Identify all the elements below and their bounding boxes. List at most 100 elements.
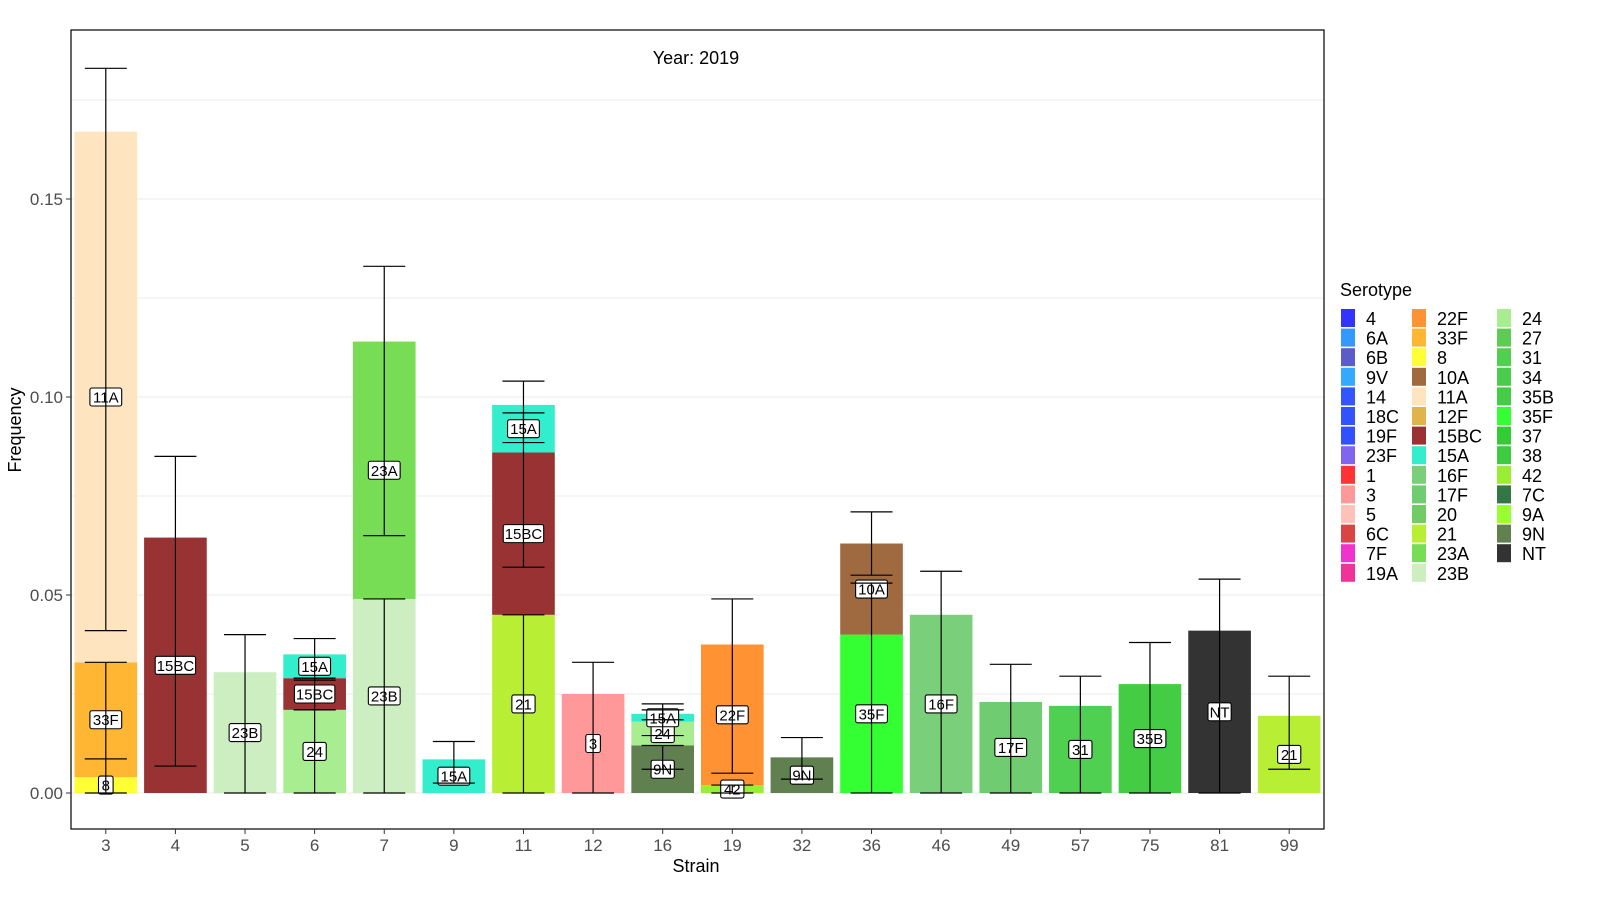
legend-label: 7F	[1366, 544, 1387, 564]
legend-swatch	[1341, 465, 1355, 484]
legend-label: 15BC	[1437, 427, 1482, 447]
legend-item: 9A	[1497, 505, 1544, 525]
legend-swatch	[1341, 309, 1355, 327]
legend-swatch	[1412, 426, 1426, 445]
legend-label: 23F	[1366, 446, 1397, 466]
legend-swatch	[1497, 446, 1511, 465]
legend-item: 6B	[1341, 348, 1388, 368]
legend-label: 15A	[1437, 446, 1469, 466]
legend-item: 8	[1412, 348, 1447, 368]
x-tick-label: 12	[584, 836, 603, 855]
x-tick-label: 16	[653, 836, 672, 855]
legend-item: 18C	[1341, 407, 1399, 427]
legend-label: 10A	[1437, 368, 1469, 388]
legend-item: 15BC	[1412, 426, 1482, 447]
legend-label: 11A	[1437, 387, 1468, 407]
legend-item: 7C	[1497, 485, 1545, 505]
legend-swatch	[1341, 544, 1355, 563]
legend-item: 20	[1412, 505, 1457, 525]
legend-swatch	[1341, 328, 1355, 347]
legend-label: 9A	[1522, 505, 1544, 525]
legend-swatch	[1341, 387, 1355, 406]
legend-item: 21	[1412, 524, 1457, 545]
legend-item: 16F	[1412, 465, 1468, 486]
legend-swatch	[1341, 446, 1355, 465]
legend-item: 42	[1497, 465, 1542, 486]
legend-label: 35B	[1522, 387, 1554, 407]
legend-label: 9N	[1522, 525, 1545, 545]
legend-item: 9V	[1341, 367, 1388, 388]
y-tick-label: 0.00	[30, 784, 63, 803]
legend-label: 24	[1522, 309, 1542, 329]
x-tick-label: 57	[1071, 836, 1090, 855]
legend-swatch	[1497, 348, 1511, 367]
legend-label: 22F	[1437, 309, 1468, 329]
legend-item: 31	[1497, 348, 1542, 368]
legend-label: 38	[1522, 446, 1542, 466]
legend-item: 22F	[1412, 309, 1468, 329]
legend-label: 42	[1522, 466, 1542, 486]
legend-item: 12F	[1412, 407, 1468, 427]
legend-label: 19F	[1366, 427, 1397, 447]
legend-item: 34	[1497, 367, 1542, 388]
x-tick-label: 81	[1210, 836, 1229, 855]
legend-item: 6C	[1341, 524, 1389, 545]
legend-item: 14	[1341, 387, 1386, 407]
legend-swatch	[1497, 465, 1511, 484]
gridlines	[71, 99, 1324, 794]
legend-label: 33F	[1437, 329, 1468, 349]
legend-item: 11A	[1412, 387, 1468, 407]
x-tick-label: 6	[310, 836, 319, 855]
legend-label: 8	[1437, 348, 1447, 368]
legend-swatch	[1412, 328, 1426, 347]
x-tick-label: 75	[1141, 836, 1160, 855]
y-tick-label: 0.10	[30, 388, 63, 407]
legend-item: 23F	[1341, 446, 1397, 466]
legend-label: 18C	[1366, 407, 1399, 427]
legend-swatch	[1412, 446, 1426, 465]
legend-swatch	[1497, 505, 1511, 523]
legend-swatch	[1341, 505, 1355, 523]
legend-item: 15A	[1412, 446, 1469, 466]
legend-label: 21	[1437, 525, 1457, 545]
legend-swatch	[1412, 367, 1426, 386]
legend-swatch	[1497, 387, 1511, 406]
legend-label: 17F	[1437, 485, 1468, 505]
legend-swatch	[1341, 563, 1355, 582]
legend-item: 35B	[1497, 387, 1554, 407]
x-axis: 3 4 5 6 7 9 11 12 16 19 32 36 46 49 57 75 81 99	[101, 829, 1299, 855]
error-bars	[84, 67, 1311, 794]
x-tick-label: 99	[1280, 836, 1299, 855]
legend-label: 3	[1366, 485, 1376, 505]
legend-swatch	[1497, 544, 1511, 563]
legend-item: 19A	[1341, 563, 1398, 584]
legend-label: 34	[1522, 368, 1542, 388]
legend-label: 5	[1366, 505, 1376, 525]
legend-swatch	[1341, 485, 1355, 504]
legend-swatch	[1497, 309, 1511, 327]
legend-swatch	[1412, 563, 1426, 582]
y-axis-title: Frequency	[5, 387, 25, 472]
x-tick-label: 4	[171, 836, 180, 855]
legend-item: 7F	[1341, 544, 1387, 564]
legend-swatch	[1341, 426, 1355, 445]
legend-swatch	[1412, 387, 1426, 406]
x-tick-label: 5	[240, 836, 249, 855]
legend-label: 6A	[1366, 329, 1388, 349]
legend-item: 9N	[1497, 524, 1545, 545]
legend-swatch	[1497, 524, 1511, 543]
legend-swatch	[1341, 348, 1355, 367]
chart-title: Year: 2019	[653, 48, 739, 68]
legend-label: 16F	[1437, 466, 1468, 486]
bar-label-text: 9N	[653, 762, 672, 779]
legend-label: 35F	[1522, 407, 1553, 427]
legend-label: 37	[1522, 427, 1542, 447]
legend-label: 23B	[1437, 564, 1469, 584]
y-tick-label: 0.05	[30, 586, 63, 605]
legend-swatch	[1412, 524, 1426, 543]
x-tick-label: 49	[1001, 836, 1020, 855]
y-axis: 0.00 0.05 0.10 0.15	[30, 190, 71, 803]
legend-item: 10A	[1412, 367, 1469, 388]
